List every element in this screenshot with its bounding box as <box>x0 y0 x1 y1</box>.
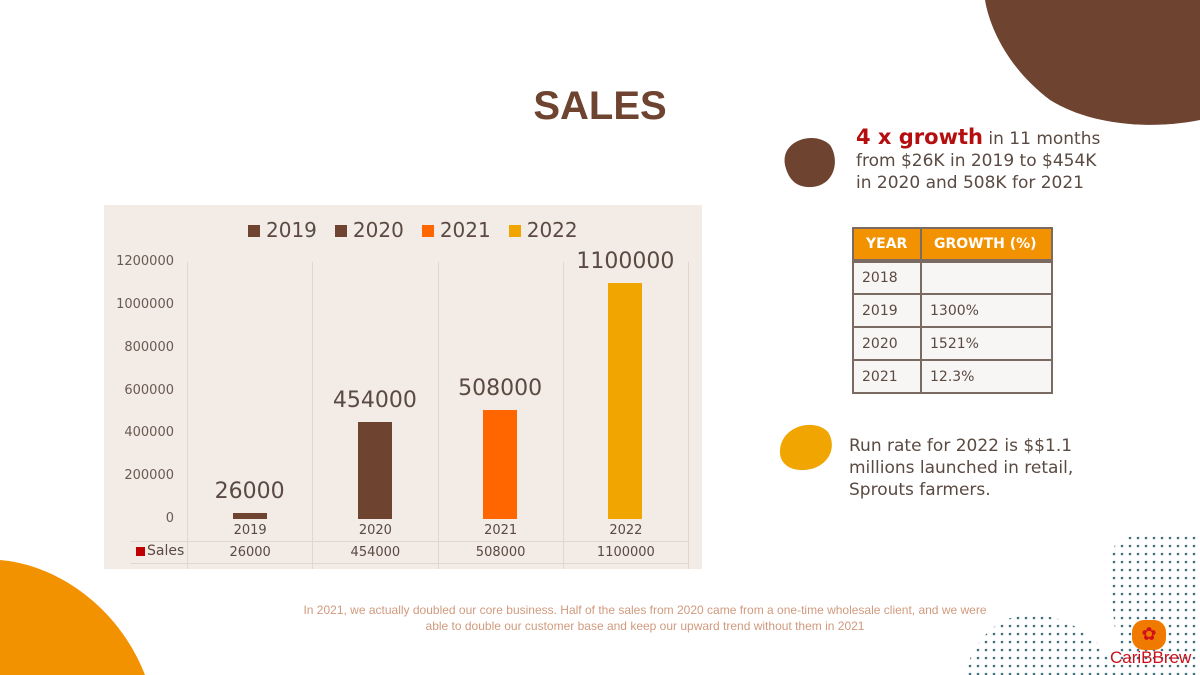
table-row: 2021 12.3% <box>852 359 1053 394</box>
growth-cell: 1521% <box>920 326 1053 361</box>
growth-cell <box>920 260 1053 295</box>
grid-line <box>187 262 188 569</box>
growth-cell: 1300% <box>920 293 1053 328</box>
dot-pattern <box>965 614 1120 675</box>
year-cell: 2018 <box>852 260 922 295</box>
legend-label: 2020 <box>352 218 404 242</box>
x-tick-label: 2020 <box>358 523 392 538</box>
growth-table: YEAR GROWTH (%) 2018 2019 1300% 2020 1521% … <box>852 227 1053 394</box>
chart-panel <box>104 205 702 569</box>
header-year: YEAR <box>852 227 922 263</box>
run-rate-text: Run rate for 2022 is $$1.1 millions laun… <box>849 436 1074 500</box>
brown-blob-top-right <box>985 0 1200 125</box>
growth-description: 4 x growth in 11 months from $26K in 201… <box>856 126 1116 194</box>
logo-text: CariBBrew <box>1110 648 1192 667</box>
growth-text: in 11 months from $26K in 2019 to $454K … <box>856 129 1101 193</box>
logo-icon: ✿ <box>1132 620 1166 650</box>
growth-highlight: 4 x growth <box>856 125 983 149</box>
legend-swatch <box>334 225 347 237</box>
data-label: 26000 <box>214 479 285 505</box>
data-label: 454000 <box>332 387 417 413</box>
table-value: 508000 <box>475 545 526 560</box>
bar-2021 <box>483 410 518 519</box>
table-row: 2019 1300% <box>852 293 1053 328</box>
table-value: 1100000 <box>596 545 655 560</box>
brown-bullet-blob <box>784 137 835 188</box>
grid-line <box>688 262 689 569</box>
page-title: SALES <box>533 84 667 128</box>
y-tick-label: 1200000 <box>116 254 174 269</box>
data-label: 508000 <box>458 376 543 402</box>
legend-item: 2019 <box>248 218 317 242</box>
y-tick-label: 0 <box>165 511 174 526</box>
legend-item: 2020 <box>334 218 404 242</box>
legend-item: 2022 <box>508 218 578 242</box>
year-cell: 2021 <box>852 359 922 394</box>
legend-label: 2021 <box>439 218 491 242</box>
y-tick-label: 200000 <box>124 468 174 484</box>
year-cell: 2020 <box>852 326 922 361</box>
y-tick-label: 600000 <box>124 382 174 398</box>
x-tick-label: 2022 <box>609 523 643 538</box>
grid-line <box>437 262 439 569</box>
table-row: 2018 <box>852 260 1053 295</box>
grid-line <box>312 262 314 569</box>
table-row: 2020 1521% <box>852 326 1053 361</box>
x-tick-label: 2021 <box>484 523 518 538</box>
sales-series-label: Sales <box>147 543 185 559</box>
year-cell: 2019 <box>852 293 922 328</box>
y-tick-label: 800000 <box>124 339 174 355</box>
footnote: In 2021, we actually doubled our core bu… <box>303 603 987 633</box>
table-value: 454000 <box>350 545 401 560</box>
orange-blob-bottom-left <box>0 560 145 675</box>
legend-swatch <box>421 225 434 237</box>
chart-legend: 2019 2020 2021 2022 <box>248 218 578 242</box>
bar-2020 <box>357 421 392 519</box>
bar-2022 <box>608 283 643 519</box>
x-tick-label: 2019 <box>233 523 267 538</box>
table-line <box>130 541 688 542</box>
legend-label: 2019 <box>266 218 317 242</box>
bar-2019 <box>232 513 267 519</box>
data-label: 1100000 <box>576 249 675 275</box>
table-value: 26000 <box>229 545 271 560</box>
header-growth: GROWTH (%) <box>920 227 1053 263</box>
grid-line <box>562 262 564 569</box>
legend-item: 2021 <box>421 218 491 242</box>
legend-swatch <box>508 225 521 237</box>
growth-cell: 12.3% <box>920 359 1053 394</box>
y-tick-label: 400000 <box>124 425 174 441</box>
orange-bullet-blob <box>779 424 832 471</box>
y-tick-label: 1000000 <box>116 296 174 312</box>
legend-swatch <box>248 225 260 237</box>
sales-legend-key <box>136 547 145 556</box>
legend-label: 2022 <box>526 218 578 242</box>
table-line <box>130 563 688 564</box>
